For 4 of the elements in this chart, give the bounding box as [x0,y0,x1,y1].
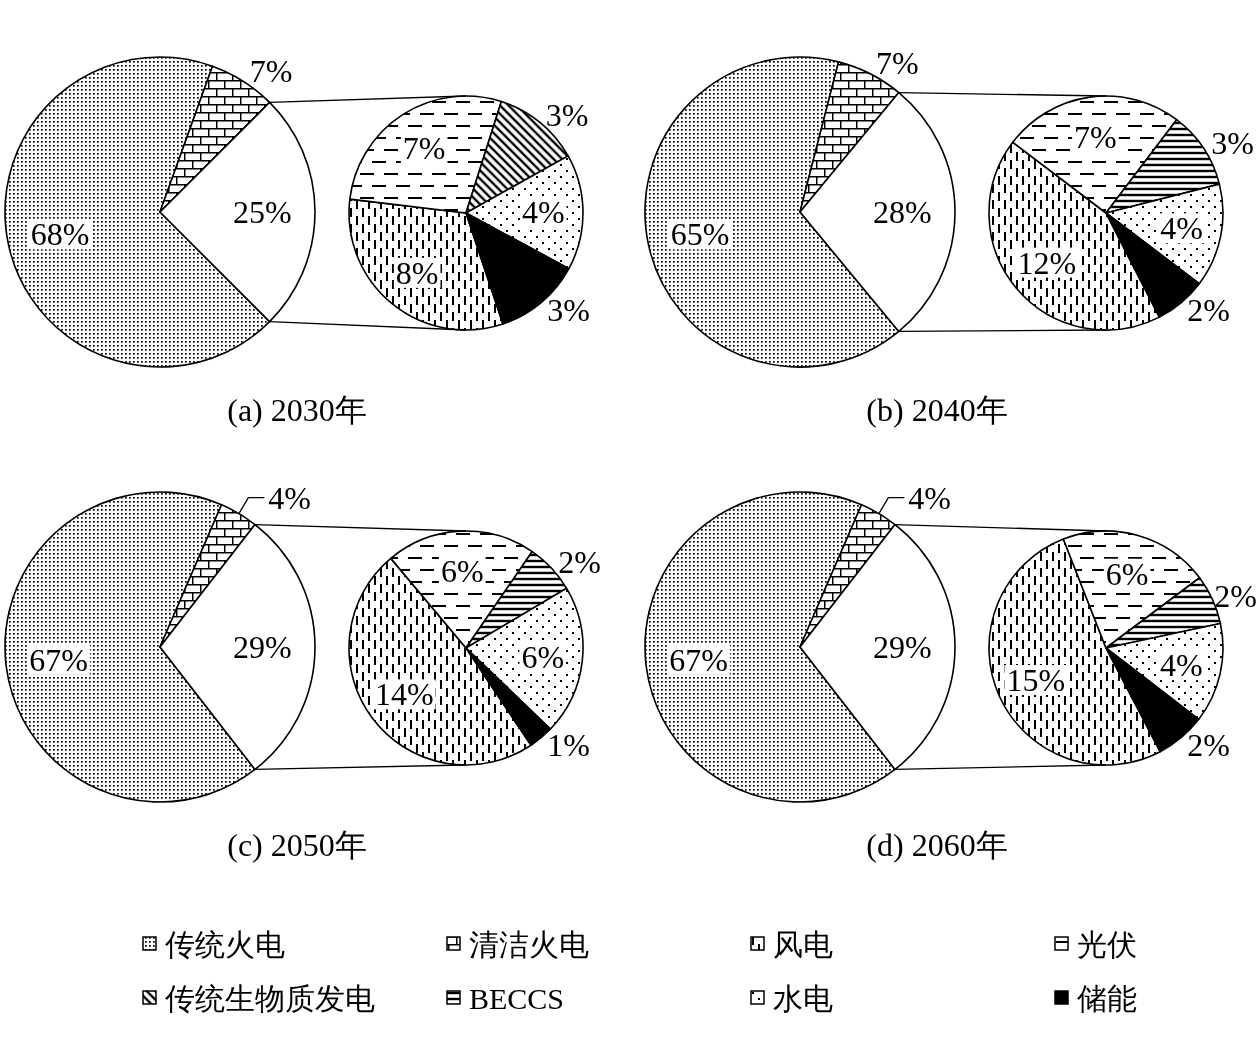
caption: (b) 2040年 [866,392,1008,428]
caption: (a) 2030年 [227,392,367,428]
caption: (c) 2050年 [227,827,367,863]
caption: (d) 2060年 [866,827,1008,863]
